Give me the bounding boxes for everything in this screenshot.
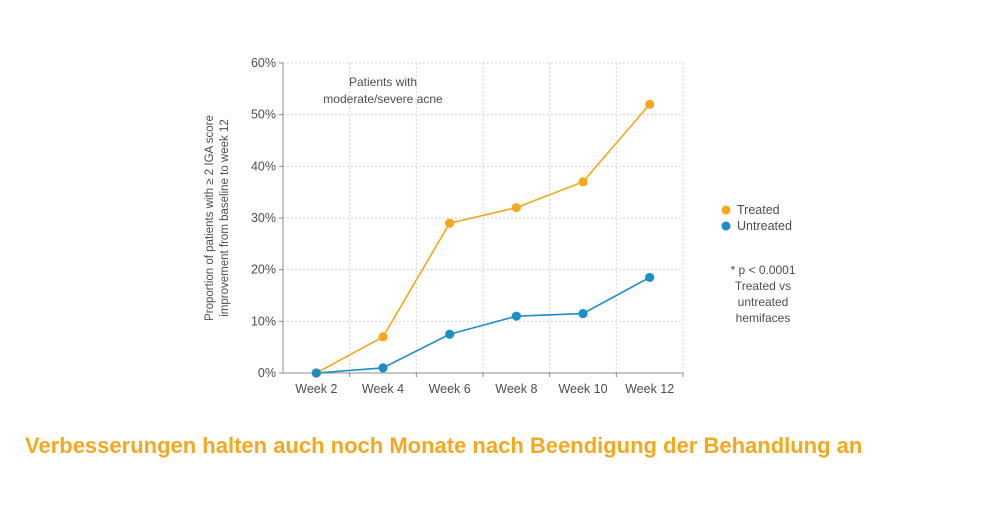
y-tick-label: 40% — [251, 159, 276, 173]
footnote-line-1: * p < 0.0001 — [730, 263, 795, 277]
y-tick-label: 30% — [251, 211, 276, 225]
x-tick-label: Week 8 — [495, 382, 537, 396]
y-tick-labels: 0% 10% 20% 30% 40% 50% 60% — [251, 56, 276, 380]
legend-label-treated: Treated — [737, 203, 780, 217]
data-point-untreated — [311, 368, 321, 378]
data-point-treated — [378, 332, 388, 342]
chart-annotation: Patients with moderate/severe acne — [323, 75, 443, 106]
legend-item-treated: Treated — [721, 203, 780, 217]
legend-label-untreated: Untreated — [737, 219, 792, 233]
x-tick-label: Week 4 — [362, 382, 404, 396]
chart-annotation-line-1: Patients with — [349, 75, 417, 89]
legend-item-untreated: Untreated — [721, 219, 792, 233]
data-point-untreated — [511, 311, 521, 321]
x-tick-label: Week 2 — [295, 382, 337, 396]
chart-axes — [279, 62, 684, 377]
series-line-treated — [315, 103, 651, 374]
legend: Treated Untreated — [721, 203, 792, 233]
y-axis-label-line-2: improvement from baseline to week 12 — [219, 119, 231, 317]
y-tick-label: 50% — [251, 108, 276, 122]
legend-marker-treated — [721, 205, 731, 215]
data-point-treated — [578, 177, 588, 187]
footnote-line-3: untreated — [738, 295, 789, 309]
data-point-untreated — [445, 329, 455, 339]
data-point-treated — [445, 218, 455, 228]
x-tick-labels: Week 2 Week 4 Week 6 Week 8 Week 10 Week 12 — [295, 382, 674, 396]
legend-marker-untreated — [721, 221, 731, 231]
data-point-untreated — [378, 363, 388, 373]
y-axis-label: Proportion of patients with ≥ 2 IGA scor… — [204, 115, 231, 321]
data-point-treated — [511, 203, 521, 213]
y-tick-label: 10% — [251, 314, 276, 328]
footnote-line-2: Treated vs — [735, 279, 791, 293]
data-point-treated — [645, 99, 655, 109]
chart-series — [311, 99, 655, 378]
y-tick-label: 20% — [251, 263, 276, 277]
chart-annotation-line-2: moderate/severe acne — [323, 92, 443, 106]
x-tick-label: Week 10 — [558, 382, 607, 396]
y-axis-label-line-1: Proportion of patients with ≥ 2 IGA scor… — [204, 115, 216, 321]
page-headline: Verbesserungen halten auch noch Monate n… — [25, 433, 863, 458]
footnote-line-4: hemifaces — [736, 311, 791, 325]
series-line-untreated — [316, 276, 651, 374]
data-point-untreated — [578, 308, 588, 319]
significance-footnote: * p < 0.0001 Treated vs untreated hemifa… — [730, 263, 795, 325]
series-untreated — [311, 272, 655, 378]
y-tick-label: 0% — [258, 366, 276, 380]
x-tick-label: Week 12 — [625, 382, 674, 396]
y-tick-label: 60% — [251, 56, 276, 70]
chart-grid — [283, 62, 684, 373]
data-point-untreated — [645, 272, 655, 283]
x-tick-label: Week 6 — [429, 382, 471, 396]
